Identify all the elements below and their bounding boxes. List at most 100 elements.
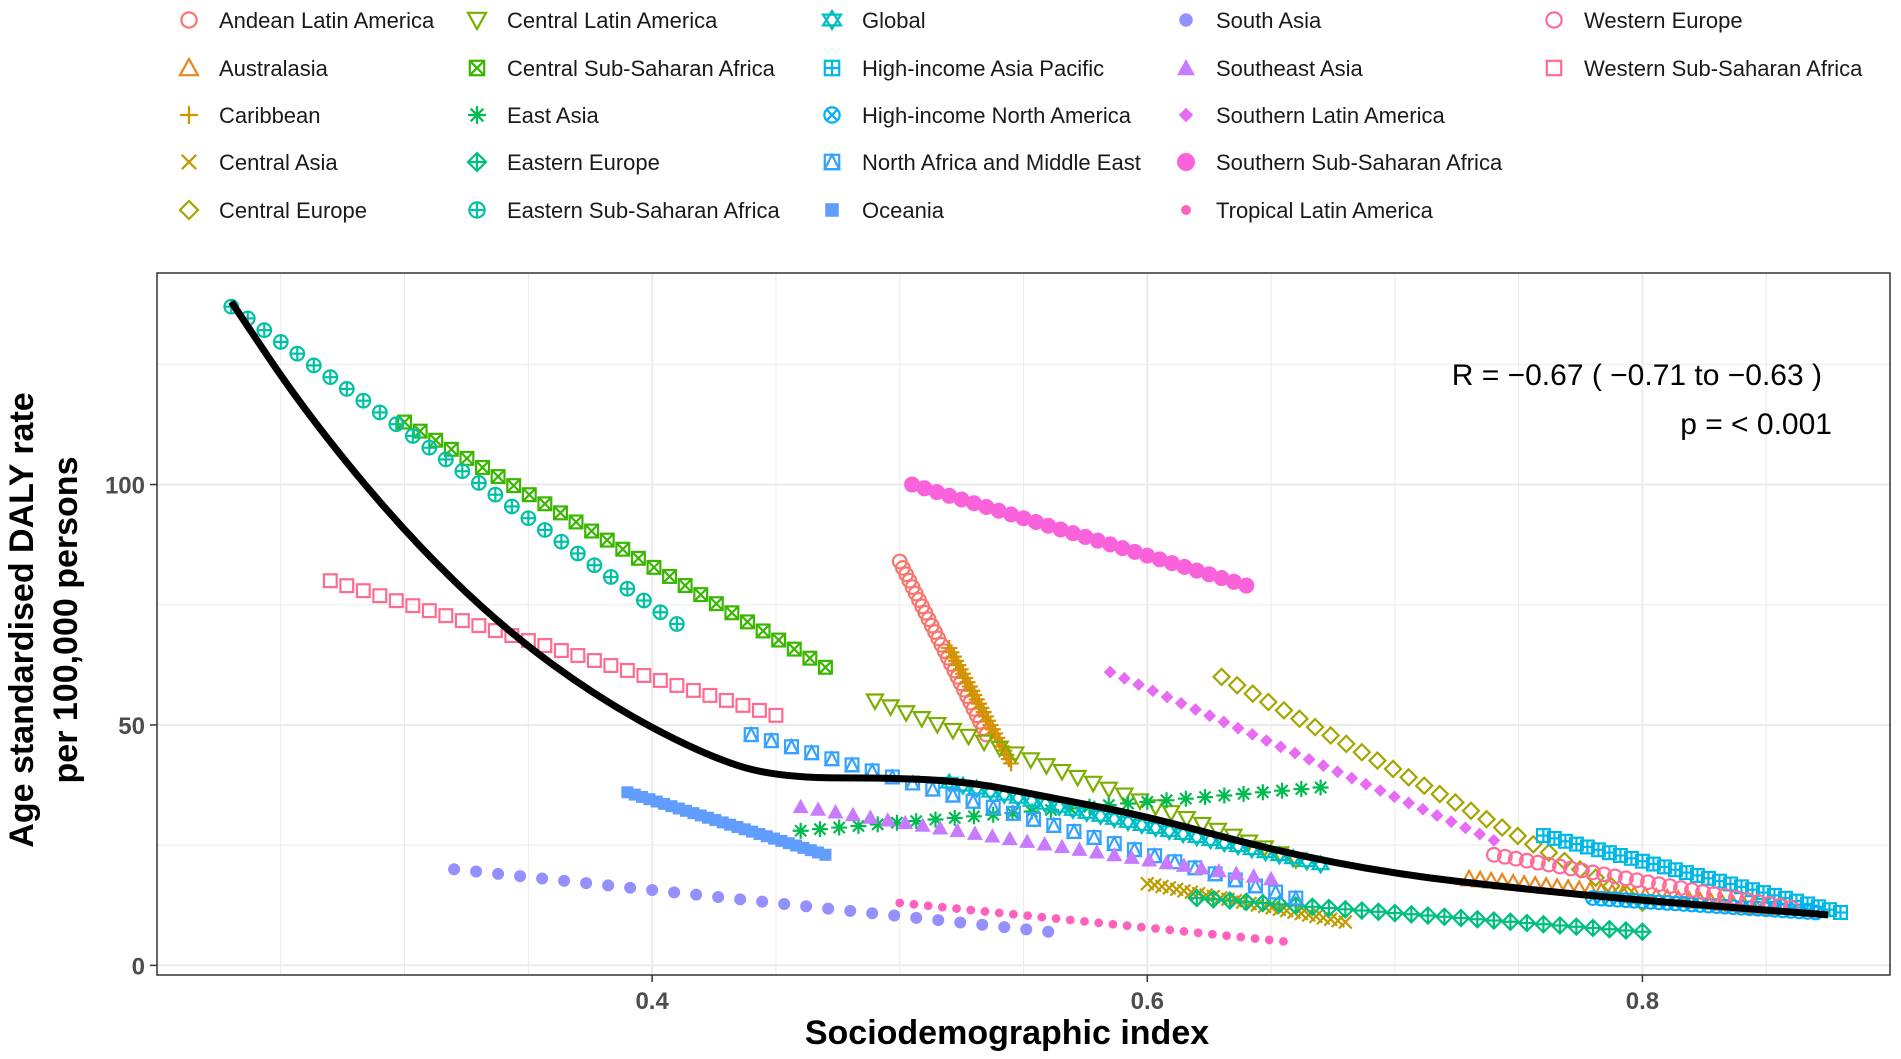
data-point — [603, 657, 619, 673]
legend-item: Oceania — [825, 198, 945, 223]
data-point — [1023, 911, 1033, 921]
data-point — [1102, 536, 1119, 553]
data-point — [1539, 843, 1559, 863]
data-point — [1118, 811, 1139, 833]
data-point — [1027, 513, 1044, 530]
data-point — [662, 568, 678, 584]
data-point — [448, 863, 461, 876]
legend-marker — [178, 199, 200, 221]
legend-label: Eastern Europe — [507, 150, 660, 175]
data-point — [932, 914, 945, 927]
legend-item: High-income Asia Pacific — [823, 56, 1104, 81]
data-point — [1274, 740, 1288, 754]
data-point — [932, 820, 949, 835]
data-point — [1045, 816, 1062, 833]
data-point — [421, 439, 438, 456]
data-point — [1695, 884, 1711, 900]
legend-item: Western Europe — [1545, 8, 1743, 33]
y-axis-title-line1: Age standardised DALY rate — [3, 392, 41, 847]
data-point — [1302, 897, 1322, 917]
legend-marker — [181, 154, 197, 170]
data-point — [1139, 547, 1156, 564]
data-point — [1319, 898, 1339, 918]
data-point — [1414, 776, 1434, 796]
data-point — [1146, 684, 1160, 698]
data-point — [1176, 810, 1197, 829]
data-point — [908, 813, 925, 830]
data-point — [1141, 852, 1158, 867]
legend-item: Central Asia — [181, 150, 338, 175]
data-point — [1345, 771, 1359, 785]
data-point — [1601, 845, 1617, 861]
legend-label: Central Europe — [219, 198, 367, 223]
data-point — [862, 809, 879, 824]
data-point — [1245, 868, 1262, 883]
data-point — [1065, 915, 1075, 925]
data-point — [1293, 781, 1310, 798]
data-point — [1213, 570, 1230, 587]
annotation-p: p = < 0.001 — [1680, 408, 1832, 441]
data-point — [599, 532, 615, 548]
data-point — [438, 608, 454, 624]
data-point — [1175, 857, 1192, 872]
legend-item: Central Latin America — [466, 8, 718, 33]
data-point — [1228, 865, 1245, 880]
data-point — [322, 573, 338, 589]
legend-label: Central Latin America — [507, 8, 718, 33]
legend-item: Tropical Latin America — [1181, 198, 1434, 223]
series-eastern-europe — [1187, 888, 1652, 942]
data-point — [1220, 891, 1240, 911]
data-point — [1434, 907, 1454, 927]
data-point — [1529, 854, 1546, 871]
data-point — [521, 487, 537, 503]
data-point — [1467, 909, 1487, 929]
data-point — [751, 702, 767, 718]
data-point — [974, 734, 994, 753]
data-point — [1216, 787, 1233, 804]
data-point — [1416, 802, 1430, 816]
legend-label: Southern Sub-Saharan Africa — [1216, 150, 1503, 175]
data-point — [388, 593, 404, 609]
data-point — [1207, 929, 1217, 939]
data-point — [580, 877, 593, 890]
legend-item: Central Sub-Saharan Africa — [468, 56, 776, 81]
data-point — [819, 848, 832, 861]
legend-marker — [180, 106, 198, 124]
series-south-asia — [448, 863, 1055, 938]
legend-label: East Asia — [507, 103, 599, 128]
data-point — [1106, 846, 1123, 862]
data-point — [803, 743, 820, 761]
data-point — [1085, 828, 1103, 846]
data-point — [536, 522, 553, 538]
legend-item: Andean Latin America — [180, 8, 435, 33]
legend-item: North Africa and Middle East — [823, 150, 1141, 175]
legend-item: Southeast Asia — [1177, 56, 1364, 81]
legend-item: Southern Sub-Saharan Africa — [1177, 150, 1503, 175]
data-point — [1187, 888, 1207, 908]
data-point — [1236, 892, 1256, 912]
data-point — [503, 498, 520, 515]
plot-area — [156, 272, 1891, 976]
data-point — [827, 804, 844, 819]
data-point — [1015, 510, 1032, 527]
data-point — [1052, 763, 1072, 782]
data-point — [1289, 709, 1310, 729]
data-point — [1607, 868, 1623, 885]
legend-item: Central Europe — [178, 198, 367, 223]
data-point — [1476, 809, 1497, 829]
legend-label: South Asia — [1216, 8, 1322, 33]
series-southern-latin-america — [1103, 665, 1501, 847]
data-point — [646, 884, 659, 897]
data-point — [1258, 692, 1278, 712]
data-point — [1418, 905, 1438, 926]
data-point — [1197, 789, 1214, 806]
data-point — [964, 792, 982, 809]
data-point — [916, 480, 933, 497]
data-point — [1264, 935, 1274, 945]
data-point — [923, 901, 933, 911]
legend-marker — [1545, 11, 1563, 29]
data-point — [520, 510, 537, 527]
data-point — [1231, 721, 1245, 735]
legend-item: Southern Latin America — [1178, 103, 1445, 128]
